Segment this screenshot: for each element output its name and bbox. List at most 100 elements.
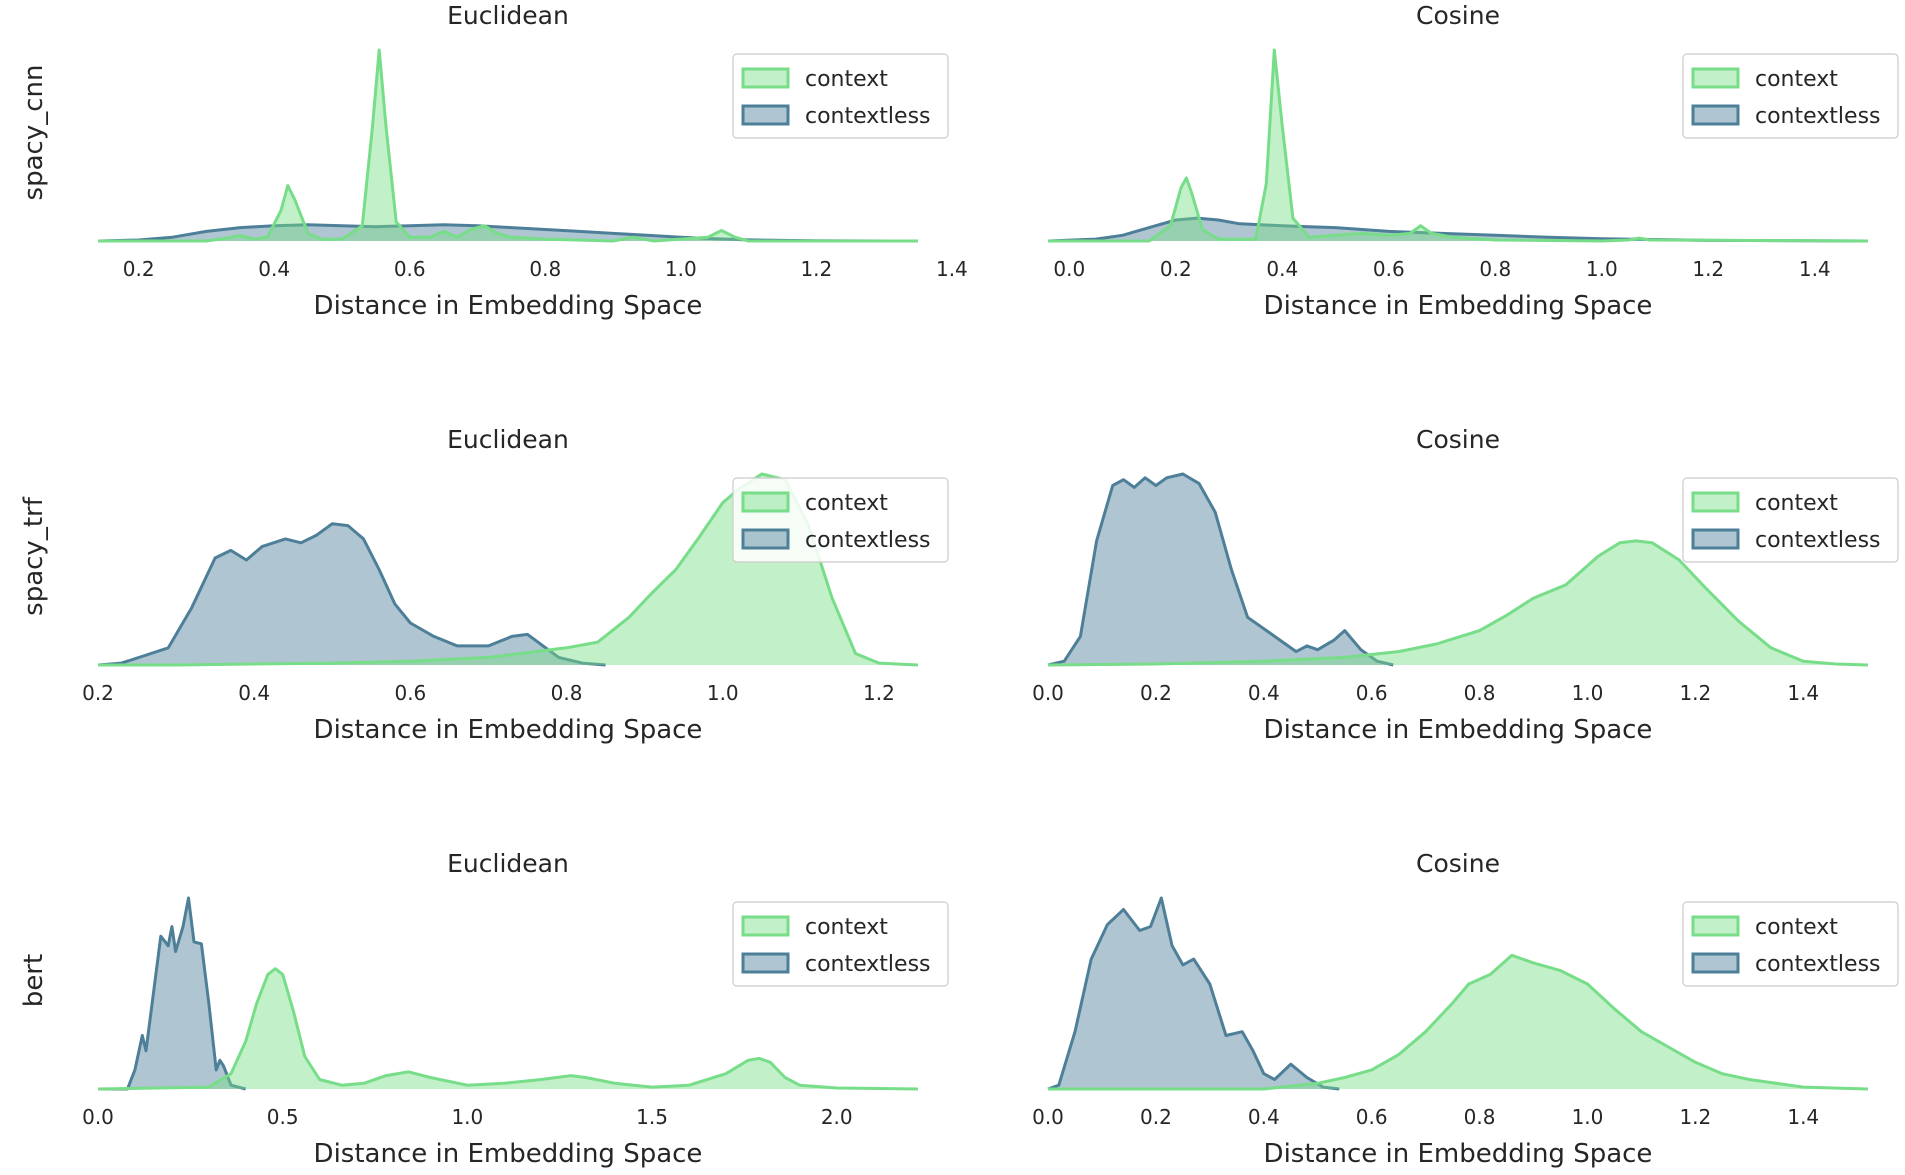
x-tick-label: 1.5 — [636, 1105, 668, 1129]
density-line-contextless — [97, 223, 919, 243]
density-line-contextless — [1047, 472, 1394, 667]
legend-label-contextless: contextless — [805, 104, 931, 129]
x-tick-label: 1.0 — [665, 257, 697, 281]
legend: context contextless — [1682, 477, 1899, 563]
x-tick-label: 0.2 — [1160, 257, 1192, 281]
x-tick-label: 0.4 — [258, 257, 290, 281]
density-fill-contextless — [98, 523, 606, 665]
legend-swatch-context — [1691, 915, 1740, 937]
x-tick-label: 0.8 — [1464, 1105, 1496, 1129]
subplot-5: Euclidean bert 0.0 0.5 1.0 1.5 2.0 Distance in … — [19, 849, 949, 1169]
x-tick-label: 0.2 — [82, 681, 114, 705]
legend-label-contextless: contextless — [805, 952, 931, 977]
legend: context contextless — [732, 477, 949, 563]
legend-swatch-contextless — [1691, 952, 1740, 974]
density-fill-context — [1048, 540, 1868, 665]
legend: context contextless — [732, 53, 949, 139]
legend-swatch-contextless — [1691, 528, 1740, 550]
row-label: bert — [19, 954, 49, 1007]
density-line-contextless — [98, 896, 247, 1091]
legend-label-context: context — [805, 67, 888, 92]
density-line-context — [97, 967, 919, 1091]
subplot-6: Cosine 0.0 0.2 0.4 0.6 0.8 1.0 1.2 1.4 Distance i… — [1032, 849, 1899, 1169]
legend-label-context: context — [1755, 491, 1838, 516]
legend-swatch-context — [1691, 67, 1740, 89]
legend-swatch-contextless — [741, 952, 790, 974]
legend-label-contextless: contextless — [1755, 104, 1881, 129]
density-line-context — [98, 48, 918, 243]
x-axis-label: Distance in Embedding Space — [1264, 1139, 1653, 1169]
x-tick-label: 0.4 — [1266, 257, 1298, 281]
x-tick-label: 0.8 — [1479, 257, 1511, 281]
density-fill-context — [98, 968, 918, 1089]
legend-swatch-context — [741, 67, 790, 89]
legend-label-context: context — [805, 491, 888, 516]
x-tick-label: 0.2 — [1140, 1105, 1172, 1129]
subplot-title: Euclidean — [447, 425, 569, 454]
subplot-2: Cosine 0.0 0.2 0.4 0.6 0.8 1.0 1.2 1.4 Distance i… — [1047, 1, 1899, 321]
x-axis-label: Distance in Embedding Space — [1264, 291, 1653, 321]
legend-label-context: context — [1755, 67, 1838, 92]
density-line-context — [1047, 539, 1869, 667]
density-fill-contextless — [1048, 898, 1340, 1089]
legend-swatch-contextless — [741, 528, 790, 550]
x-tick-label: 0.6 — [394, 257, 426, 281]
density-line-context — [1048, 953, 1869, 1091]
x-tick-label: 0.0 — [1032, 681, 1064, 705]
density-fill-context — [98, 474, 918, 665]
legend-swatch-contextless — [741, 104, 790, 126]
legend-label-contextless: contextless — [1755, 528, 1881, 553]
subplot-title: Cosine — [1416, 425, 1500, 454]
x-tick-label: 0.2 — [123, 257, 155, 281]
density-line-contextless — [1047, 896, 1340, 1091]
x-tick-label: 1.0 — [1572, 681, 1604, 705]
subplot-1: Euclidean spacy_cnn 0.2 0.4 0.6 0.8 1.0 1.2 1.4 D… — [19, 1, 968, 321]
x-tick-label: 0.4 — [238, 681, 270, 705]
legend-label-context: context — [1755, 915, 1838, 940]
x-axis-label: Distance in Embedding Space — [1264, 715, 1653, 745]
x-tick-label: 0.6 — [1373, 257, 1405, 281]
x-tick-label: 0.2 — [1140, 681, 1172, 705]
density-fill-contextless — [1048, 474, 1394, 665]
density-fill-context — [1048, 955, 1868, 1089]
density-fill-contextless — [98, 224, 918, 241]
x-tick-label: 0.8 — [529, 257, 561, 281]
x-tick-label: 1.4 — [936, 257, 968, 281]
x-axis-label: Distance in Embedding Space — [314, 715, 703, 745]
x-tick-label: 0.0 — [1053, 257, 1085, 281]
x-tick-label: 0.6 — [1356, 1105, 1388, 1129]
x-axis-label: Distance in Embedding Space — [314, 1139, 703, 1169]
x-tick-label: 0.8 — [551, 681, 583, 705]
x-tick-label: 0.0 — [82, 1105, 114, 1129]
subplot-title: Cosine — [1416, 849, 1500, 878]
x-tick-label: 0.8 — [1464, 681, 1496, 705]
legend-swatch-context — [1691, 491, 1740, 513]
legend-swatch-contextless — [1691, 104, 1740, 126]
density-fill-contextless — [98, 898, 246, 1089]
density-line-contextless — [97, 522, 606, 667]
density-line-contextless — [1047, 216, 1869, 243]
x-tick-label: 0.6 — [394, 681, 426, 705]
x-tick-label: 0.4 — [1248, 681, 1280, 705]
density-fill-contextless — [1048, 218, 1868, 241]
x-tick-label: 1.2 — [800, 257, 832, 281]
x-tick-label: 1.2 — [1679, 1105, 1711, 1129]
x-tick-label: 1.4 — [1787, 1105, 1819, 1129]
x-tick-label: 0.0 — [1032, 1105, 1064, 1129]
legend: context contextless — [1682, 901, 1899, 987]
x-tick-label: 2.0 — [821, 1105, 853, 1129]
x-tick-label: 1.0 — [1586, 257, 1618, 281]
subplot-4: Cosine 0.0 0.2 0.4 0.6 0.8 1.0 1.2 1.4 Distance i… — [1032, 425, 1899, 745]
subplot-title: Euclidean — [447, 849, 569, 878]
x-tick-label: 1.4 — [1787, 681, 1819, 705]
legend-label-contextless: contextless — [1755, 952, 1881, 977]
x-tick-label: 0.4 — [1248, 1105, 1280, 1129]
density-line-context — [1048, 48, 1869, 243]
x-tick-label: 1.2 — [1692, 257, 1724, 281]
subplot-title: Cosine — [1416, 1, 1500, 30]
x-tick-label: 1.0 — [451, 1105, 483, 1129]
row-label: spacy_trf — [19, 496, 49, 616]
x-axis-label: Distance in Embedding Space — [314, 291, 703, 321]
